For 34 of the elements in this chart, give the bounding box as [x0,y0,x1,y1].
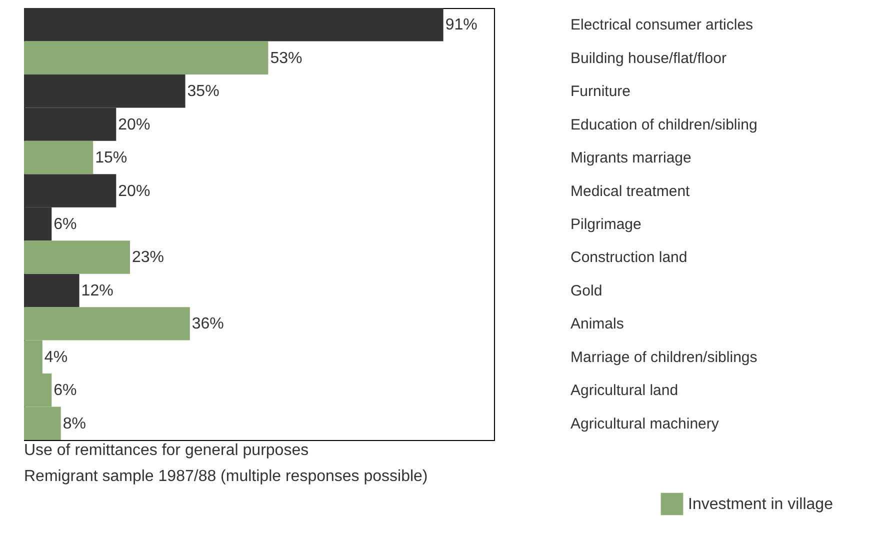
y-tick-label: Migrants marriage [570,150,692,167]
y-tick-label: Agricultural machinery [570,415,720,432]
data-label: 36% [192,316,224,333]
data-label: 20% [118,116,150,134]
data-label: 91% [445,16,478,34]
bar [24,140,94,174]
data-label: 20% [118,182,150,200]
y-tick-label: Medical treatment [570,182,691,200]
bar [24,274,80,308]
data-label: 12% [81,282,114,300]
text: Remigrant sample 1987/88 (multiple responses possible) [24,468,428,485]
y-tick-label: Electrical consumer articles [570,16,754,34]
bar [24,41,268,74]
data-label: 8% [62,415,86,432]
y-tick-label: Pilgrimage [570,216,642,233]
data-label: 6% [54,216,77,233]
data-label: 15% [95,150,128,167]
y-tick-label: Furniture [570,83,631,100]
y-tick-label: Marriage of children/siblings [570,348,758,366]
data-label: 53% [270,50,302,67]
data-label: 6% [54,382,77,400]
data-label: 35% [187,83,220,100]
bar [24,8,444,42]
data-label: 23% [132,249,164,266]
text: Use of remittances for general purposes [24,442,309,459]
bar [24,240,130,274]
y-tick-label: Building house/flat/floor [570,50,726,67]
y-tick-label: Gold [570,282,602,300]
legend-label: Investment in village [688,496,834,513]
y-tick-label: Education of children/sibling [570,116,758,134]
y-tick-label: Agricultural land [570,382,678,400]
data-label: 4% [44,348,68,366]
y-tick-label: Animals [570,316,624,333]
y-tick-label: Construction land [570,249,688,266]
